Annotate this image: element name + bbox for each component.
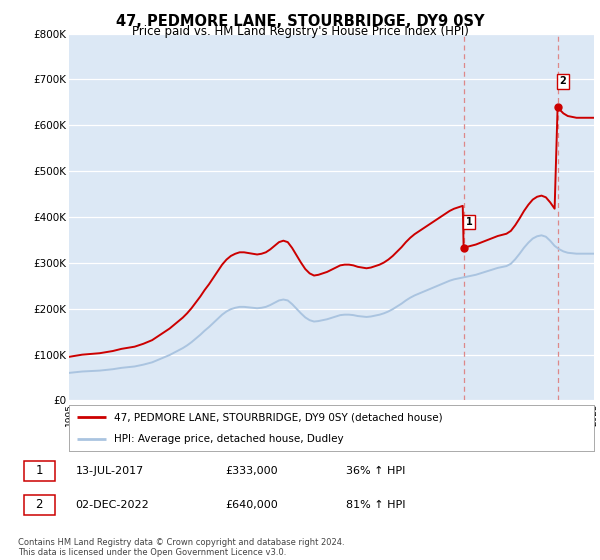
Text: 02-DEC-2022: 02-DEC-2022 [76,500,149,510]
FancyBboxPatch shape [24,494,55,515]
Text: 81% ↑ HPI: 81% ↑ HPI [346,500,406,510]
Text: 1: 1 [35,464,43,477]
FancyBboxPatch shape [24,460,55,481]
Text: £640,000: £640,000 [226,500,278,510]
Text: 13-JUL-2017: 13-JUL-2017 [76,466,144,476]
Text: Price paid vs. HM Land Registry's House Price Index (HPI): Price paid vs. HM Land Registry's House … [131,25,469,38]
Text: 2: 2 [35,498,43,511]
Text: 47, PEDMORE LANE, STOURBRIDGE, DY9 0SY (detached house): 47, PEDMORE LANE, STOURBRIDGE, DY9 0SY (… [113,412,442,422]
Text: 47, PEDMORE LANE, STOURBRIDGE, DY9 0SY: 47, PEDMORE LANE, STOURBRIDGE, DY9 0SY [116,14,484,29]
Text: £333,000: £333,000 [226,466,278,476]
Text: 36% ↑ HPI: 36% ↑ HPI [346,466,406,476]
Text: 2: 2 [559,76,566,86]
Text: Contains HM Land Registry data © Crown copyright and database right 2024.
This d: Contains HM Land Registry data © Crown c… [18,538,344,557]
Text: HPI: Average price, detached house, Dudley: HPI: Average price, detached house, Dudl… [113,435,343,444]
Text: 1: 1 [466,217,472,227]
